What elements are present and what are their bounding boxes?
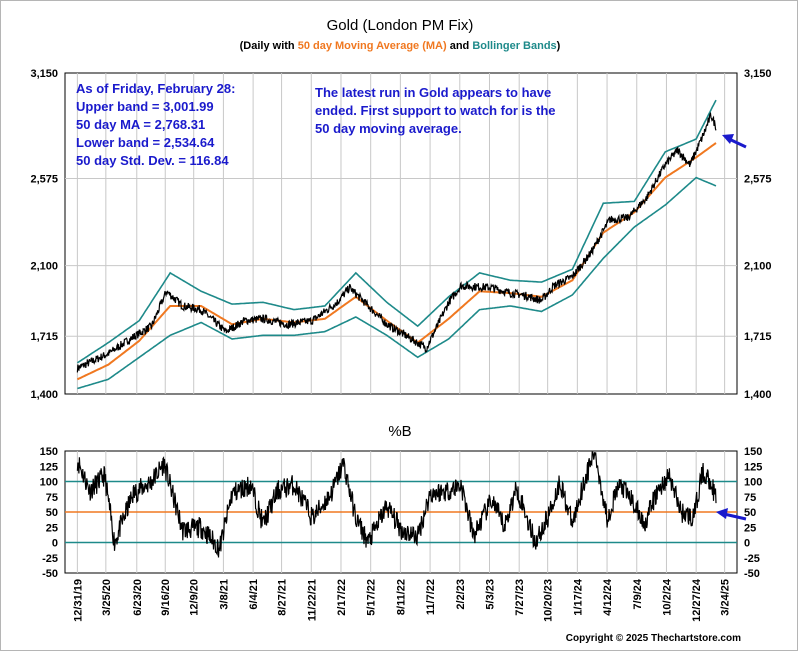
stats-line-5: 50 day Std. Dev. = 116.84 — [76, 153, 229, 168]
x-tick-label: 1/17/24 — [572, 578, 584, 616]
subtitle-bb: Bollinger Bands — [472, 40, 556, 52]
percent-b-y-tick-label: 125 — [40, 461, 58, 473]
x-tick-label: 8/11/22 — [395, 579, 407, 615]
x-tick-label: 12/31/19 — [72, 579, 84, 622]
percent-b-y-tick-label: 75 — [46, 492, 58, 504]
percent-b-y-tick-label: 100 — [40, 477, 58, 489]
percent-b-line — [76, 451, 717, 558]
price-panel: Gold (London PM Fix) (Daily with 50 day … — [30, 17, 771, 401]
percent-b-y-tick-label: 25 — [46, 522, 58, 534]
x-tick-label: 7/9/24 — [632, 578, 644, 609]
percent-b-y-tick-label: 150 — [40, 446, 58, 458]
percent-b-y-axis-left: -50 -25 0 25 50 75 100 125 150 — [40, 446, 58, 580]
stats-box: As of Friday, February 28: Upper band = … — [76, 81, 235, 168]
price-y-axis-right: 1,400 1,715 2,100 2,575 3,150 — [744, 68, 772, 401]
x-tick-label: 8/27/21 — [277, 579, 289, 616]
x-tick-label: 9/16/20 — [160, 579, 172, 616]
price-y-tick-label: 2,100 — [744, 261, 772, 273]
percent-b-y-tick-label: -50 — [744, 568, 760, 580]
percent-b-y-tick-label: -25 — [744, 553, 760, 565]
price-y-tick-label: 1,400 — [744, 389, 772, 401]
price-y-tick-label: 3,150 — [30, 68, 58, 80]
subtitle-close: ) — [557, 40, 561, 52]
percent-b-panel: %B -50 -25 0 25 50 75 100 125 150 -50 -25 0 25 50 75 1… — [40, 423, 763, 622]
price-y-tick-label: 2,575 — [744, 173, 772, 185]
stats-line-3: 50 day MA = 2,768.31 — [76, 117, 205, 132]
chart-subtitle: (Daily with 50 day Moving Average (MA) a… — [240, 40, 561, 52]
percent-b-y-tick-label: 50 — [46, 507, 58, 519]
price-grid — [65, 73, 737, 394]
annotation-line-2: ended. First support to watch for is the — [315, 103, 556, 118]
x-tick-label: 3/25/20 — [101, 579, 113, 616]
price-y-tick-label: 1,715 — [744, 331, 772, 343]
stats-line-2: Upper band = 3,001.99 — [76, 99, 214, 114]
percent-b-y-tick-label: 75 — [744, 492, 756, 504]
percent-b-title: %B — [388, 423, 411, 440]
percent-b-y-tick-label: 100 — [744, 477, 762, 489]
x-tick-label: 3/24/25 — [720, 579, 732, 616]
subtitle-ma: 50 day Moving Average (MA) — [298, 40, 447, 52]
x-tick-label: 6/4/21 — [248, 579, 260, 610]
price-y-tick-label: 3,150 — [744, 68, 772, 80]
lower-band-line — [77, 176, 717, 390]
upper-band-line — [76, 99, 717, 364]
chart-title: Gold (London PM Fix) — [327, 17, 474, 34]
price-series — [76, 99, 717, 390]
percent-b-y-axis-right: -50 -25 0 25 50 75 100 125 150 — [744, 446, 762, 580]
x-tick-label: 6/23/20 — [132, 579, 144, 616]
percent-b-y-tick-label: 0 — [744, 538, 750, 550]
price-y-tick-label: 2,575 — [30, 173, 58, 185]
price-line — [76, 111, 717, 373]
annotation-text: The latest run in Gold appears to have e… — [315, 85, 556, 136]
x-tick-label: 10/2/24 — [662, 578, 674, 616]
x-tick-label: 11/7/22 — [425, 579, 437, 615]
percent-b-y-tick-label: 150 — [744, 446, 762, 458]
percent-b-y-tick-label: 125 — [744, 461, 762, 473]
price-arrow-icon — [722, 134, 747, 149]
x-axis: 12/31/19 3/25/20 6/23/20 9/16/20 12/9/20 3/8/… — [72, 578, 731, 622]
subtitle-and: and — [447, 40, 473, 52]
percent-b-y-tick-label: 0 — [52, 538, 58, 550]
copyright: Copyright © 2025 Thechartstore.com — [566, 633, 741, 644]
x-tick-label: 2/2/23 — [455, 579, 467, 610]
x-tick-label: 12/27/24 — [691, 578, 703, 622]
x-tick-label: 12/9/20 — [189, 579, 201, 616]
price-plot-area — [64, 72, 738, 395]
x-tick-label: 3/8/21 — [218, 579, 230, 610]
price-y-tick-label: 1,715 — [30, 331, 58, 343]
annotation-line-1: The latest run in Gold appears to have — [315, 85, 551, 100]
x-tick-label: 2/17/22 — [336, 579, 348, 616]
x-tick-label: 11/22/21 — [306, 579, 318, 621]
price-y-tick-label: 1,400 — [30, 389, 58, 401]
stats-line-4: Lower band = 2,534.64 — [76, 135, 215, 150]
price-y-axis-left: 1,400 1,715 2,100 2,575 3,150 — [30, 68, 58, 401]
x-tick-label: 5/17/22 — [366, 579, 378, 616]
x-tick-label: 4/12/24 — [602, 578, 614, 616]
price-y-tick-label: 2,100 — [30, 261, 58, 273]
x-tick-label: 10/20/23 — [543, 579, 555, 622]
percent-b-y-tick-label: -50 — [42, 568, 58, 580]
percent-b-y-tick-label: 50 — [744, 507, 756, 519]
x-tick-label: 5/3/23 — [485, 579, 497, 610]
percent-b-y-tick-label: -25 — [42, 553, 58, 565]
x-tick-label: 7/27/23 — [514, 579, 526, 616]
annotation-line-3: 50 day moving average. — [315, 121, 462, 136]
subtitle-open: (Daily with — [240, 40, 298, 52]
stats-line-1: As of Friday, February 28: — [76, 81, 235, 96]
percent-b-arrow-icon — [716, 508, 747, 521]
percent-b-y-tick-label: 25 — [744, 522, 756, 534]
percent-b-series — [65, 451, 737, 558]
